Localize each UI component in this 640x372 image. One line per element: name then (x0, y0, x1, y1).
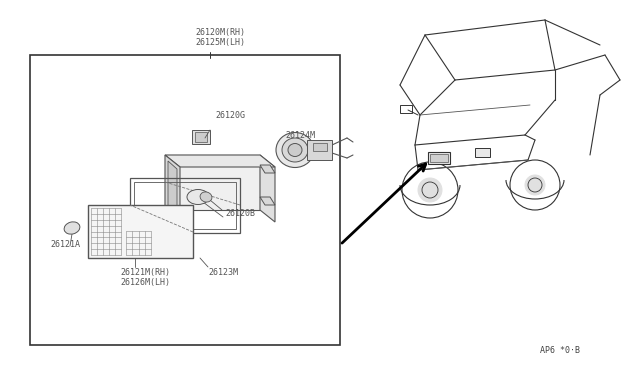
Text: 26120B: 26120B (225, 208, 255, 218)
Ellipse shape (276, 132, 314, 167)
Circle shape (525, 175, 545, 195)
Bar (428, 152, 450, 164)
Ellipse shape (282, 138, 308, 162)
Bar (192, 130, 210, 144)
Text: 26124M: 26124M (285, 131, 315, 140)
Polygon shape (260, 165, 275, 173)
Text: 26120G: 26120G (215, 111, 245, 120)
Ellipse shape (200, 192, 212, 202)
Text: 26123M: 26123M (208, 268, 238, 277)
Bar (30, 55, 340, 345)
Bar (430, 154, 448, 162)
Bar (400, 105, 412, 113)
Bar (475, 148, 490, 157)
Polygon shape (260, 197, 275, 205)
Ellipse shape (288, 144, 302, 157)
Polygon shape (165, 155, 275, 167)
Circle shape (181, 186, 185, 190)
Polygon shape (260, 155, 275, 222)
Bar (313, 143, 327, 151)
Text: 26120M(RH)
26125M(LH): 26120M(RH) 26125M(LH) (195, 28, 245, 47)
Bar (307, 140, 332, 160)
Ellipse shape (64, 222, 80, 234)
Polygon shape (165, 155, 180, 222)
Text: AP6 *0·B: AP6 *0·B (540, 346, 580, 355)
Polygon shape (88, 205, 193, 258)
Circle shape (418, 178, 442, 202)
Ellipse shape (187, 189, 209, 205)
Polygon shape (165, 155, 260, 210)
Text: 26121M(RH)
26126M(LH): 26121M(RH) 26126M(LH) (120, 268, 170, 288)
Text: 26121A: 26121A (50, 240, 80, 249)
Bar (195, 132, 207, 142)
Polygon shape (168, 161, 177, 213)
